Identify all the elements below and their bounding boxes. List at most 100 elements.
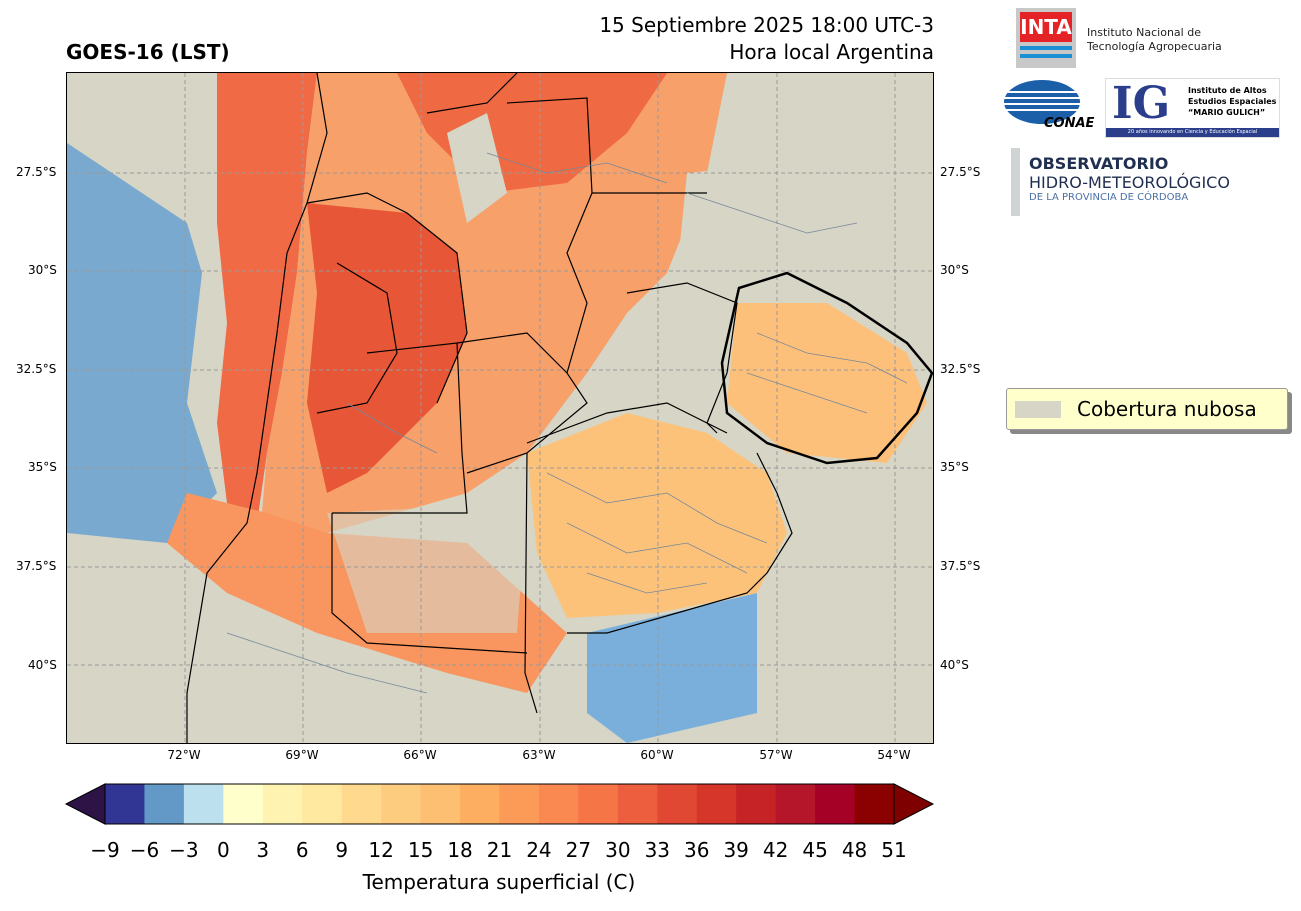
- datetime-text: 15 Septiembre 2025 18:00 UTC-3: [599, 13, 934, 37]
- lon-label: 54°W: [877, 748, 911, 762]
- colorbar-cell: [538, 784, 579, 824]
- colorbar-cell: [775, 784, 816, 824]
- colorbar-tick-label: 24: [526, 838, 552, 862]
- colorbar-cell: [341, 784, 382, 824]
- uruguay-area: [727, 303, 927, 463]
- colorbar-cell: [657, 784, 698, 824]
- ig-logo-text: Instituto de Altos Estudios Espaciales “…: [1188, 85, 1276, 118]
- observatorio-line: DE LA PROVINCIA DE CÓRDOBA: [1029, 192, 1189, 203]
- coastline: [567, 452, 793, 634]
- inta-logo-stripe: [1020, 46, 1072, 50]
- colorbar-cell: [144, 784, 185, 824]
- ig-logo: IG Instituto de Altos Estudios Espaciale…: [1105, 78, 1280, 138]
- lon-label: 63°W: [522, 748, 556, 762]
- colorbar-tick-label: 51: [881, 838, 907, 862]
- lon-label: 57°W: [759, 748, 793, 762]
- colorbar-tick-label: 21: [486, 838, 513, 862]
- lat-label-right: 30°S: [940, 263, 969, 277]
- colorbar-tick-label: 12: [368, 838, 394, 862]
- observatorio-line: HIDRO-METEOROLÓGICO: [1029, 173, 1230, 192]
- lon-label: 69°W: [285, 748, 319, 762]
- gridlines: [67, 73, 933, 743]
- inta-name: Instituto Nacional de Tecnología Agropec…: [1087, 26, 1222, 54]
- colorbar-tick-label: 9: [335, 838, 349, 862]
- colorbar-tick-label: 42: [762, 838, 789, 862]
- colorbar-cell: [696, 784, 737, 824]
- colorbar-tick-label: 36: [684, 838, 710, 862]
- ocean-cold-area: [67, 143, 217, 543]
- colorbar-cell: [183, 784, 224, 824]
- observatorio-logo-bar: [1011, 148, 1020, 216]
- colorbar-cell: [499, 784, 540, 824]
- lat-label-left: 32.5°S: [16, 362, 57, 376]
- district-lines: [226, 152, 908, 694]
- colorbar-cell: [815, 784, 856, 824]
- inta-logo-stripe: [1020, 54, 1072, 58]
- datetime-title: 15 Septiembre 2025 18:00 UTC-3 Hora loca…: [520, 12, 934, 66]
- colorbar-tick-label: −6: [129, 838, 160, 862]
- ig-logo-mark: IG: [1112, 78, 1171, 129]
- lon-label: 72°W: [167, 748, 201, 762]
- observatorio-logo: OBSERVATORIO HIDRO-METEOROLÓGICO DE LA P…: [1029, 154, 1230, 204]
- ig-line: Estudios Espaciales: [1188, 97, 1277, 106]
- lat-label-left: 35°S: [28, 460, 57, 474]
- observatorio-line: OBSERVATORIO: [1029, 154, 1169, 173]
- lat-label-right: 35°S: [940, 460, 969, 474]
- colorbar-outline: [104, 783, 895, 825]
- inta-logo-mark: INTA: [1020, 12, 1072, 42]
- province-borders: [186, 73, 738, 743]
- colorbar-tick-label: 18: [447, 838, 473, 862]
- colorbar-tick-label: 27: [565, 838, 592, 862]
- colorbar-cell: [420, 784, 461, 824]
- cloud-legend-label: Cobertura nubosa: [1077, 397, 1257, 421]
- colorbar-cell: [854, 784, 895, 824]
- lon-label: 60°W: [640, 748, 674, 762]
- lat-label-right: 27.5°S: [940, 165, 981, 179]
- colorbar-tick-label: 33: [644, 838, 671, 862]
- colorbar-cell: [460, 784, 500, 824]
- inta-name-line: Tecnología Agropecuaria: [1087, 40, 1222, 53]
- colorbar-cell: [262, 784, 303, 824]
- uruguay-border: [720, 271, 933, 465]
- lat-label-right: 32.5°S: [940, 362, 981, 376]
- colorbar-ticks: −9 −6 −3 0 3 6 9 12 15 18 21 24 27 30 33 36 39 42 45 48 51: [0, 838, 1301, 864]
- colorbar-label: Temperatura superficial (C): [362, 870, 636, 894]
- colorbar-tick-label: −9: [90, 838, 120, 862]
- colorbar-cell: [105, 784, 145, 824]
- colorbar-over-arrow: [893, 783, 935, 825]
- colorbar-cells: [105, 784, 895, 824]
- conae-logo-text: CONAE: [1044, 116, 1095, 131]
- colorbar-tick-label: −3: [169, 838, 199, 862]
- ocean-atlantic-area: [587, 593, 757, 743]
- ig-line: “MARIO GULICH”: [1188, 108, 1266, 117]
- lon-label: 66°W: [403, 748, 437, 762]
- inta-logo: INTA: [1016, 8, 1076, 68]
- lat-label-left: 37.5°S: [16, 559, 57, 573]
- ig-tagline: 20 años innovando en Ciencia y Educación…: [1106, 128, 1279, 137]
- colorbar-tick-label: 39: [723, 838, 749, 862]
- colorbar-cell: [617, 784, 658, 824]
- colorbar-tick-label: 3: [256, 838, 270, 862]
- conae-logo-graphic: [1004, 80, 1080, 124]
- local-time-text: Hora local Argentina: [729, 40, 934, 64]
- colorbar-tick-label: 30: [605, 838, 631, 862]
- colorbar-cell: [736, 784, 777, 824]
- inta-name-line: Instituto Nacional de: [1087, 26, 1201, 39]
- cloud-patch: [327, 503, 527, 633]
- lat-label-left: 27.5°S: [16, 165, 57, 179]
- lat-label-left: 30°S: [28, 263, 57, 277]
- cloud-patch: [677, 163, 857, 303]
- cloud-legend: Cobertura nubosa: [1006, 388, 1288, 430]
- core-hot-area: [307, 203, 467, 493]
- colorbar-tick-label: 0: [216, 838, 230, 862]
- colorbar-tick-label: 15: [407, 838, 434, 862]
- conae-logo: CONAE: [1004, 78, 1094, 134]
- colorbar-under-arrow: [64, 783, 106, 825]
- buenos-aires-area: [527, 413, 787, 618]
- product-title: GOES-16 (LST): [66, 40, 230, 64]
- colorbar: [64, 783, 935, 825]
- colorbar-tick-label: 48: [841, 838, 868, 862]
- colorbar-tick-label: 6: [295, 838, 309, 862]
- colorbar-cell: [578, 784, 619, 824]
- colorbar-tick-label: 45: [802, 838, 828, 862]
